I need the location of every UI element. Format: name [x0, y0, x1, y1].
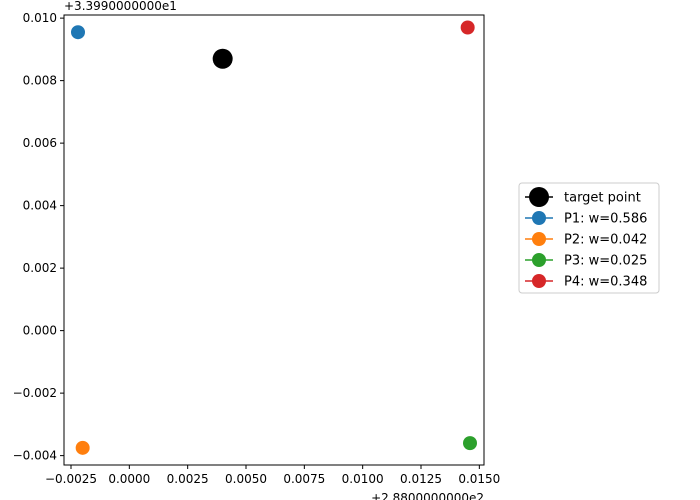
x-tick-label: 0.0025: [167, 472, 209, 486]
y-tick-label: 0.006: [23, 136, 57, 150]
y-tick-label: 0.004: [23, 199, 57, 213]
legend: target point P1: w=0.586 P2: w=0.042 P3: w=…: [518, 182, 660, 294]
y-tick-label: 0.000: [23, 324, 57, 338]
legend-marker: [532, 253, 546, 267]
legend-box: [518, 182, 660, 294]
y-tick-label: 0.010: [23, 11, 57, 25]
x-tick-label: 0.0150: [458, 472, 500, 486]
legend-marker: [532, 232, 546, 246]
plot-area: [63, 14, 485, 466]
x-tick-label: 0.0100: [342, 472, 384, 486]
y-axis-offset-label: +3.3990000000e1: [64, 0, 177, 13]
data-point-target: [212, 48, 233, 69]
legend-label: target point: [564, 191, 641, 206]
y-tick-label: −0.002: [13, 386, 57, 400]
x-tick-label: −0.0025: [45, 472, 97, 486]
y-tick-label: 0.002: [23, 261, 57, 275]
x-tick-label: 0.0125: [400, 472, 442, 486]
legend-marker: [532, 274, 546, 288]
x-axis: −0.0025 0.0000 0.0025 0.0050 0.0075 0.0100 0.0…: [45, 465, 500, 486]
data-point-p1: [71, 25, 85, 40]
x-tick-label: 0.0075: [283, 472, 325, 486]
data-point-p4: [460, 20, 475, 35]
x-tick-label: 0.0050: [225, 472, 267, 486]
legend-label: P1: w=0.586: [564, 212, 647, 227]
y-tick-label: 0.008: [23, 74, 57, 88]
data-points: [71, 20, 477, 455]
legend-marker: [532, 211, 546, 225]
legend-label: P3: w=0.025: [564, 254, 647, 269]
data-point-p3: [463, 436, 477, 451]
legend-marker: [529, 187, 549, 207]
data-point-p2: [75, 440, 90, 455]
legend-label: P2: w=0.042: [564, 233, 647, 248]
y-tick-label: −0.004: [13, 449, 57, 463]
x-axis-offset-label: +2.8800000000e2: [371, 491, 484, 500]
x-tick-label: 0.0000: [108, 472, 150, 486]
legend-label: P4: w=0.348: [564, 275, 647, 290]
y-axis: −0.004 −0.002 0.000 0.002 0.004 0.006 0.008 0.0…: [13, 11, 64, 463]
